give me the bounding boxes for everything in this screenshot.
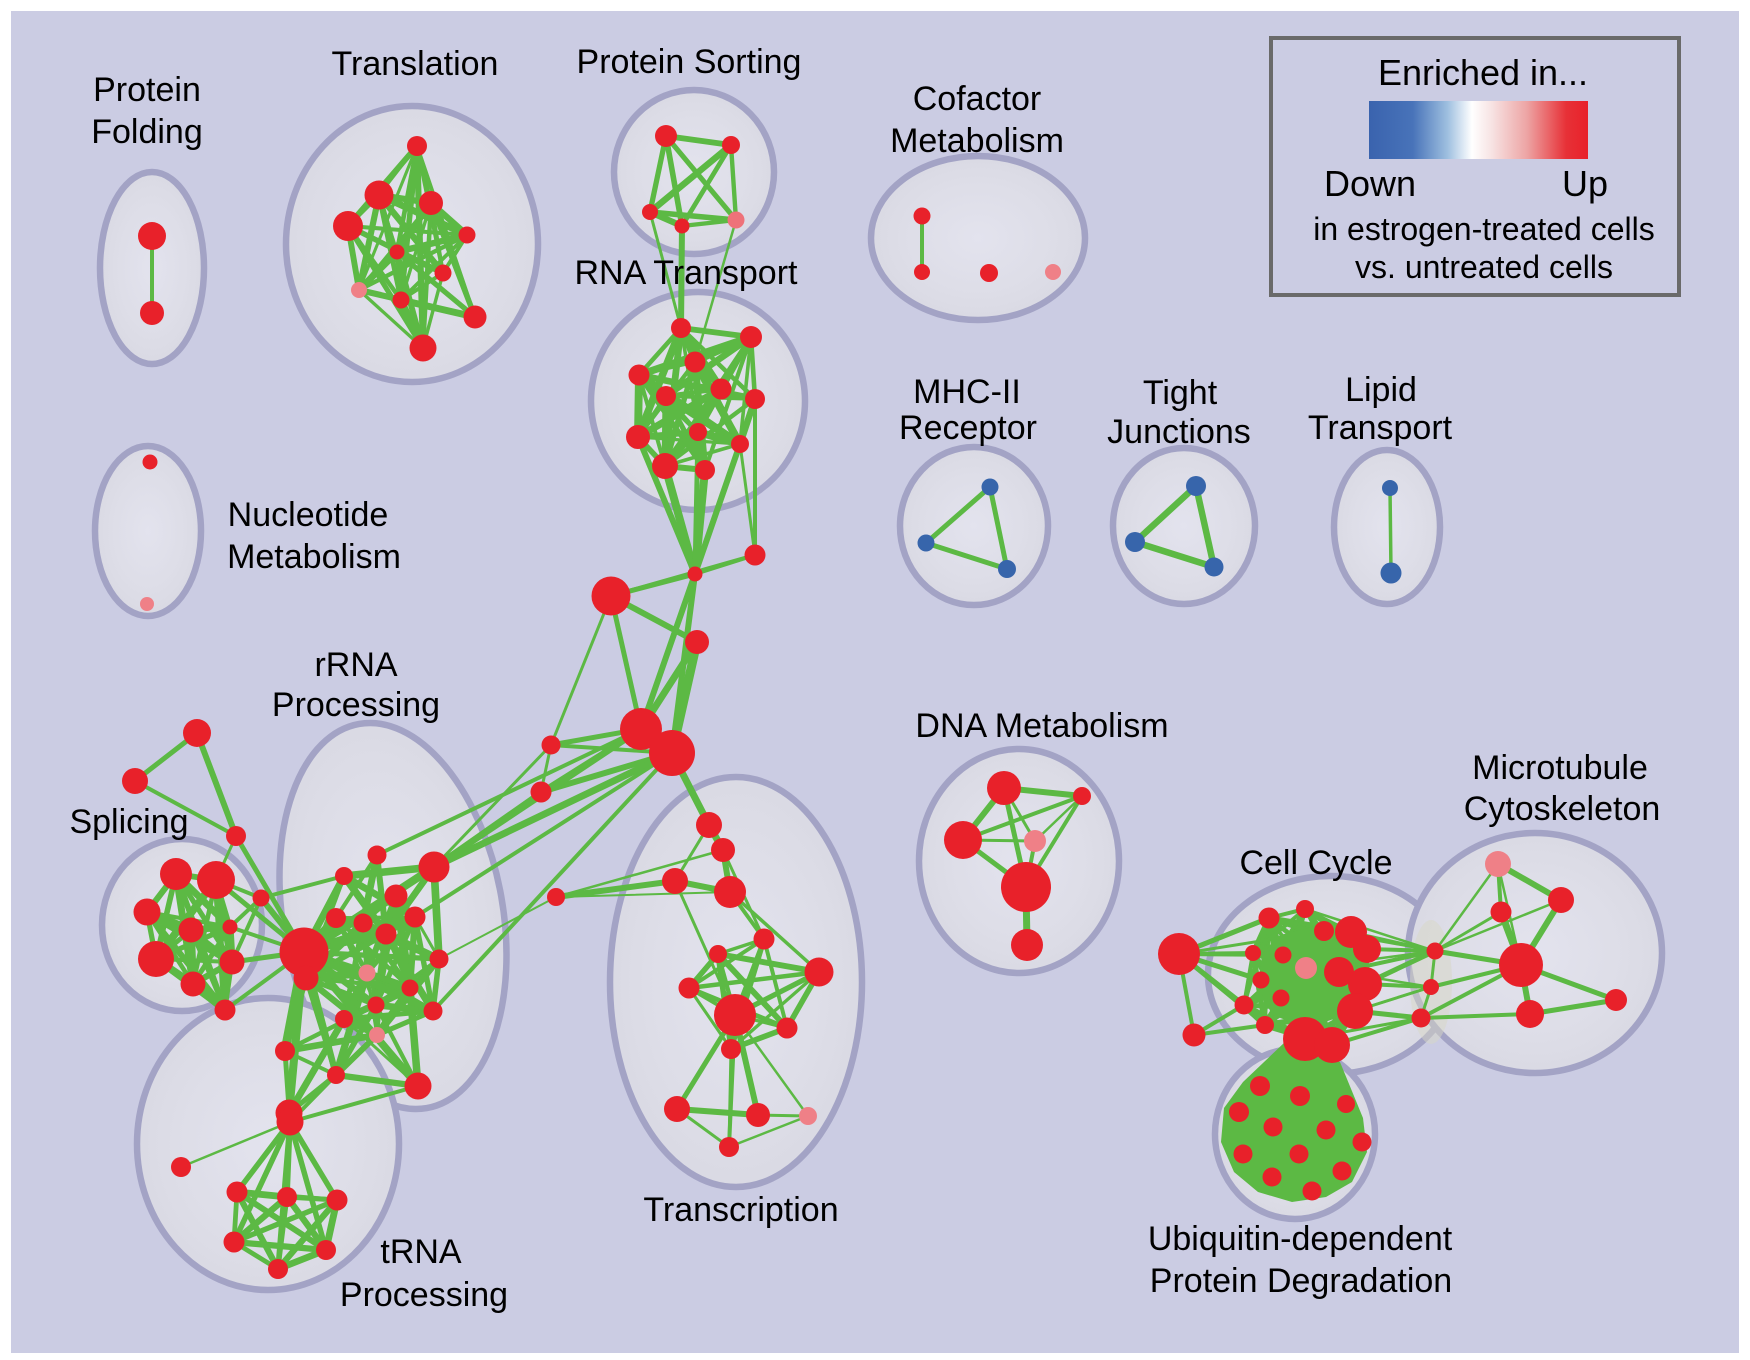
- svg-text:DNA Metabolism: DNA Metabolism: [915, 707, 1168, 745]
- svg-text:Splicing: Splicing: [69, 803, 188, 841]
- svg-text:Metabolism: Metabolism: [890, 122, 1064, 160]
- svg-text:Tight: Tight: [1143, 374, 1218, 412]
- svg-text:Processing: Processing: [340, 1276, 508, 1314]
- svg-text:Microtubule: Microtubule: [1472, 749, 1648, 787]
- svg-text:Metabolism: Metabolism: [227, 538, 401, 576]
- svg-text:Folding: Folding: [91, 113, 203, 151]
- svg-text:Protein Degradation: Protein Degradation: [1150, 1262, 1452, 1300]
- svg-text:in estrogen-treated cells: in estrogen-treated cells: [1313, 211, 1655, 247]
- svg-text:Processing: Processing: [272, 686, 440, 724]
- svg-text:Receptor: Receptor: [899, 409, 1037, 447]
- svg-text:Down: Down: [1324, 163, 1416, 204]
- svg-text:Transport: Transport: [1308, 409, 1453, 447]
- svg-text:RNA Transport: RNA Transport: [575, 254, 799, 292]
- svg-text:Lipid: Lipid: [1345, 371, 1417, 409]
- svg-text:Transcription: Transcription: [643, 1191, 838, 1229]
- svg-text:Protein: Protein: [93, 71, 201, 109]
- svg-text:Nucleotide: Nucleotide: [228, 496, 389, 534]
- svg-text:Junctions: Junctions: [1107, 413, 1251, 451]
- svg-text:Enriched in...: Enriched in...: [1378, 52, 1588, 93]
- svg-text:MHC-II: MHC-II: [913, 373, 1021, 411]
- svg-text:Protein Sorting: Protein Sorting: [577, 43, 802, 81]
- svg-text:rRNA: rRNA: [314, 646, 397, 684]
- svg-text:vs. untreated cells: vs. untreated cells: [1355, 249, 1613, 285]
- svg-text:Cytoskeleton: Cytoskeleton: [1464, 790, 1661, 828]
- svg-text:Cofactor: Cofactor: [913, 80, 1042, 118]
- svg-text:Ubiquitin-dependent: Ubiquitin-dependent: [1148, 1220, 1453, 1258]
- svg-text:tRNA: tRNA: [380, 1233, 462, 1271]
- svg-text:Translation: Translation: [332, 45, 499, 83]
- svg-text:Up: Up: [1562, 163, 1608, 204]
- svg-text:Cell Cycle: Cell Cycle: [1239, 844, 1392, 882]
